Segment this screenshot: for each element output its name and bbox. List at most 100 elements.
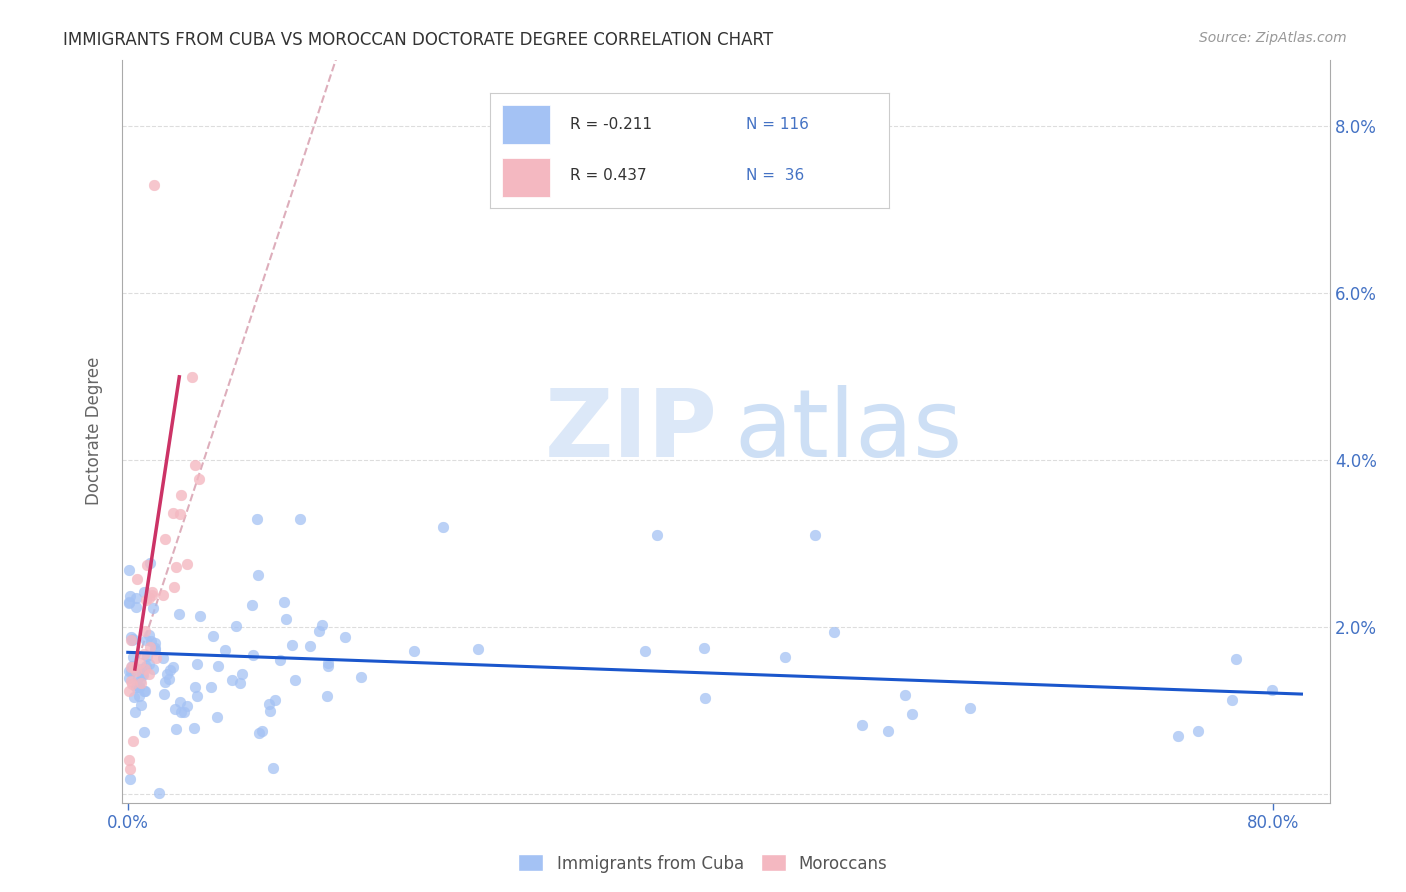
Point	[252, 724, 274, 739]
Point	[1225, 652, 1247, 666]
Point	[693, 641, 716, 656]
Point	[162, 660, 184, 674]
Point	[1260, 683, 1282, 698]
Point	[143, 642, 166, 657]
Point	[229, 675, 252, 690]
Point	[134, 683, 156, 698]
Point	[200, 680, 222, 694]
Point	[138, 591, 160, 605]
Point	[183, 458, 205, 472]
Point	[153, 687, 176, 701]
Point	[135, 592, 157, 607]
Point	[141, 588, 163, 602]
Point	[894, 688, 917, 702]
Point	[139, 640, 162, 654]
Point	[129, 698, 152, 712]
Point	[153, 674, 176, 689]
Point	[156, 666, 179, 681]
Point	[152, 651, 174, 665]
Point	[129, 676, 152, 690]
Point	[145, 651, 167, 665]
Point	[773, 650, 796, 665]
Point	[129, 662, 152, 676]
Point	[139, 556, 162, 570]
Point	[288, 512, 311, 526]
Point	[298, 639, 321, 653]
Point	[132, 667, 155, 681]
Point	[823, 624, 845, 639]
Point	[118, 665, 141, 679]
Point	[432, 520, 454, 534]
Point	[247, 567, 270, 582]
Point	[118, 753, 141, 767]
Point	[170, 488, 193, 502]
Point	[169, 508, 191, 522]
Point	[173, 705, 195, 719]
Point	[118, 563, 141, 577]
Point	[142, 662, 165, 676]
Point	[138, 667, 160, 681]
Point	[269, 653, 291, 667]
Point	[165, 560, 187, 574]
Point	[124, 690, 146, 705]
Point	[225, 619, 247, 633]
Point	[316, 689, 339, 703]
Point	[259, 704, 281, 718]
Point	[167, 607, 190, 622]
Text: ZIP: ZIP	[544, 385, 717, 477]
Point	[467, 641, 489, 656]
Text: atlas: atlas	[734, 385, 963, 477]
Point	[1220, 692, 1243, 706]
Point	[693, 691, 716, 706]
Point	[877, 724, 900, 739]
Point	[118, 772, 141, 786]
Point	[135, 658, 157, 673]
Point	[136, 648, 159, 663]
Point	[134, 584, 156, 599]
Point	[145, 640, 167, 655]
Point	[124, 665, 146, 679]
Text: Source: ZipAtlas.com: Source: ZipAtlas.com	[1199, 31, 1347, 45]
Point	[120, 660, 142, 674]
Point	[176, 699, 198, 714]
Point	[118, 596, 141, 610]
Legend: Immigrants from Cuba, Moroccans: Immigrants from Cuba, Moroccans	[512, 847, 894, 880]
Point	[186, 689, 208, 703]
Point	[132, 684, 155, 698]
Point	[120, 632, 142, 647]
Point	[180, 369, 202, 384]
Point	[124, 680, 146, 694]
Point	[120, 630, 142, 644]
Point	[121, 676, 143, 690]
Point	[263, 693, 285, 707]
Point	[647, 528, 669, 542]
Point	[118, 595, 141, 609]
Point	[122, 660, 145, 674]
Point	[214, 643, 236, 657]
Point	[163, 702, 186, 716]
Point	[121, 650, 143, 665]
Point	[120, 762, 142, 776]
Point	[281, 638, 304, 652]
Point	[134, 647, 156, 661]
Point	[333, 630, 356, 644]
Point	[132, 725, 155, 739]
Point	[276, 612, 298, 626]
Point	[128, 680, 150, 694]
Point	[141, 601, 163, 615]
Point	[118, 684, 141, 698]
Point	[148, 786, 170, 800]
Point	[134, 624, 156, 639]
Point	[135, 632, 157, 647]
Point	[129, 673, 152, 688]
Point	[245, 512, 267, 526]
Point	[187, 472, 209, 486]
Point	[138, 628, 160, 642]
Point	[145, 636, 167, 650]
Point	[128, 656, 150, 670]
Point	[121, 734, 143, 748]
Point	[316, 658, 339, 673]
Point	[242, 648, 264, 663]
Y-axis label: Doctorate Degree: Doctorate Degree	[86, 357, 103, 505]
Point	[183, 721, 205, 735]
